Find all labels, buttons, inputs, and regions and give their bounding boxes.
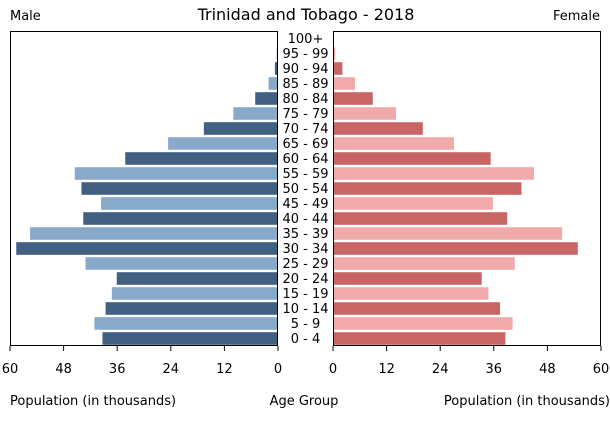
male-tick-label-4: 48: [55, 362, 72, 377]
age-group-label-16: 20 - 24: [282, 272, 328, 287]
female-bar-9: [333, 167, 534, 180]
x-axis-label-right: Population (in thousands): [444, 394, 610, 409]
age-group-label-19: 5 - 9: [291, 317, 321, 332]
female-bar-5: [333, 107, 396, 120]
female-bar-20: [333, 332, 506, 345]
age-group-label-9: 55 - 59: [282, 167, 328, 182]
female-bar-11: [333, 197, 493, 210]
age-group-label-1: 95 - 99: [282, 47, 328, 62]
age-group-label-17: 15 - 19: [282, 287, 328, 302]
female-bar-13: [333, 227, 563, 240]
x-axis-label-center: Age Group: [270, 394, 339, 409]
male-bar-11: [101, 197, 279, 210]
female-bar-15: [333, 257, 515, 270]
male-bar-19: [94, 317, 278, 330]
female-bar-2: [333, 62, 343, 75]
bars-group: [16, 32, 578, 345]
male-bar-8: [125, 152, 279, 165]
male-bar-5: [233, 107, 278, 120]
female-bar-4: [333, 92, 373, 105]
male-bar-14: [16, 242, 278, 255]
age-group-label-13: 35 - 39: [282, 227, 328, 242]
age-group-label-18: 10 - 14: [282, 302, 328, 317]
male-side-label: Male: [10, 9, 41, 24]
male-plot-frame: [10, 31, 278, 346]
female-bar-7: [333, 137, 455, 150]
female-bar-19: [333, 317, 513, 330]
male-bar-9: [74, 167, 279, 180]
age-group-label-11: 45 - 49: [282, 197, 328, 212]
female-tick-label-5: 60: [593, 362, 610, 377]
male-tick-label-3: 36: [109, 362, 126, 377]
age-group-label-20: 0 - 4: [291, 332, 321, 347]
female-tick-label-1: 12: [378, 362, 395, 377]
male-bar-18: [105, 302, 278, 315]
female-tick-label-2: 24: [432, 362, 449, 377]
female-tick-label-0: 0: [329, 362, 337, 377]
female-bar-12: [333, 212, 508, 225]
age-group-label-2: 90 - 94: [282, 62, 328, 77]
age-group-label-3: 85 - 89: [282, 77, 328, 92]
female-bar-16: [333, 272, 482, 285]
age-group-label-8: 60 - 64: [282, 152, 328, 167]
male-bar-4: [255, 92, 278, 105]
male-bar-6: [203, 122, 278, 135]
male-bar-10: [81, 182, 278, 195]
male-bar-12: [83, 212, 278, 225]
male-bar-17: [111, 287, 278, 300]
female-side-label: Female: [553, 9, 600, 24]
male-tick-label-2: 24: [163, 362, 180, 377]
age-group-label-4: 80 - 84: [282, 92, 328, 107]
female-tick-label-3: 36: [486, 362, 503, 377]
chart-title: Trinidad and Tobago - 2018: [197, 5, 415, 24]
age-group-label-14: 30 - 34: [282, 242, 328, 257]
age-group-label-15: 25 - 29: [282, 257, 328, 272]
male-bar-13: [30, 227, 278, 240]
age-group-label-5: 75 - 79: [282, 107, 328, 122]
male-bar-20: [102, 332, 279, 345]
male-bar-3: [268, 77, 278, 90]
x-axis-label-left: Population (in thousands): [10, 394, 176, 409]
age-group-label-6: 70 - 74: [282, 122, 328, 137]
female-bar-14: [333, 242, 578, 255]
male-bar-2: [274, 62, 278, 75]
female-bar-18: [333, 302, 501, 315]
female-tick-label-4: 48: [539, 362, 556, 377]
age-group-label-7: 65 - 69: [282, 137, 328, 152]
age-group-label-0: 100+: [288, 32, 324, 47]
male-tick-label-5: 60: [2, 362, 19, 377]
female-bar-8: [333, 152, 491, 165]
female-bar-17: [333, 287, 489, 300]
female-bar-3: [333, 77, 355, 90]
male-bar-7: [168, 137, 278, 150]
female-plot-frame: [333, 31, 601, 346]
female-bar-6: [333, 122, 423, 135]
female-bar-1: [333, 47, 336, 60]
male-tick-label-1: 12: [216, 362, 233, 377]
age-group-label-12: 40 - 44: [282, 212, 328, 227]
male-bar-15: [85, 257, 279, 270]
male-bar-16: [116, 272, 278, 285]
male-tick-label-0: 0: [274, 362, 282, 377]
age-group-label-10: 50 - 54: [282, 182, 328, 197]
axes-group: 0 0 12 12 24 24 36 36 48 48 60 60: [2, 31, 610, 377]
female-bar-10: [333, 182, 522, 195]
